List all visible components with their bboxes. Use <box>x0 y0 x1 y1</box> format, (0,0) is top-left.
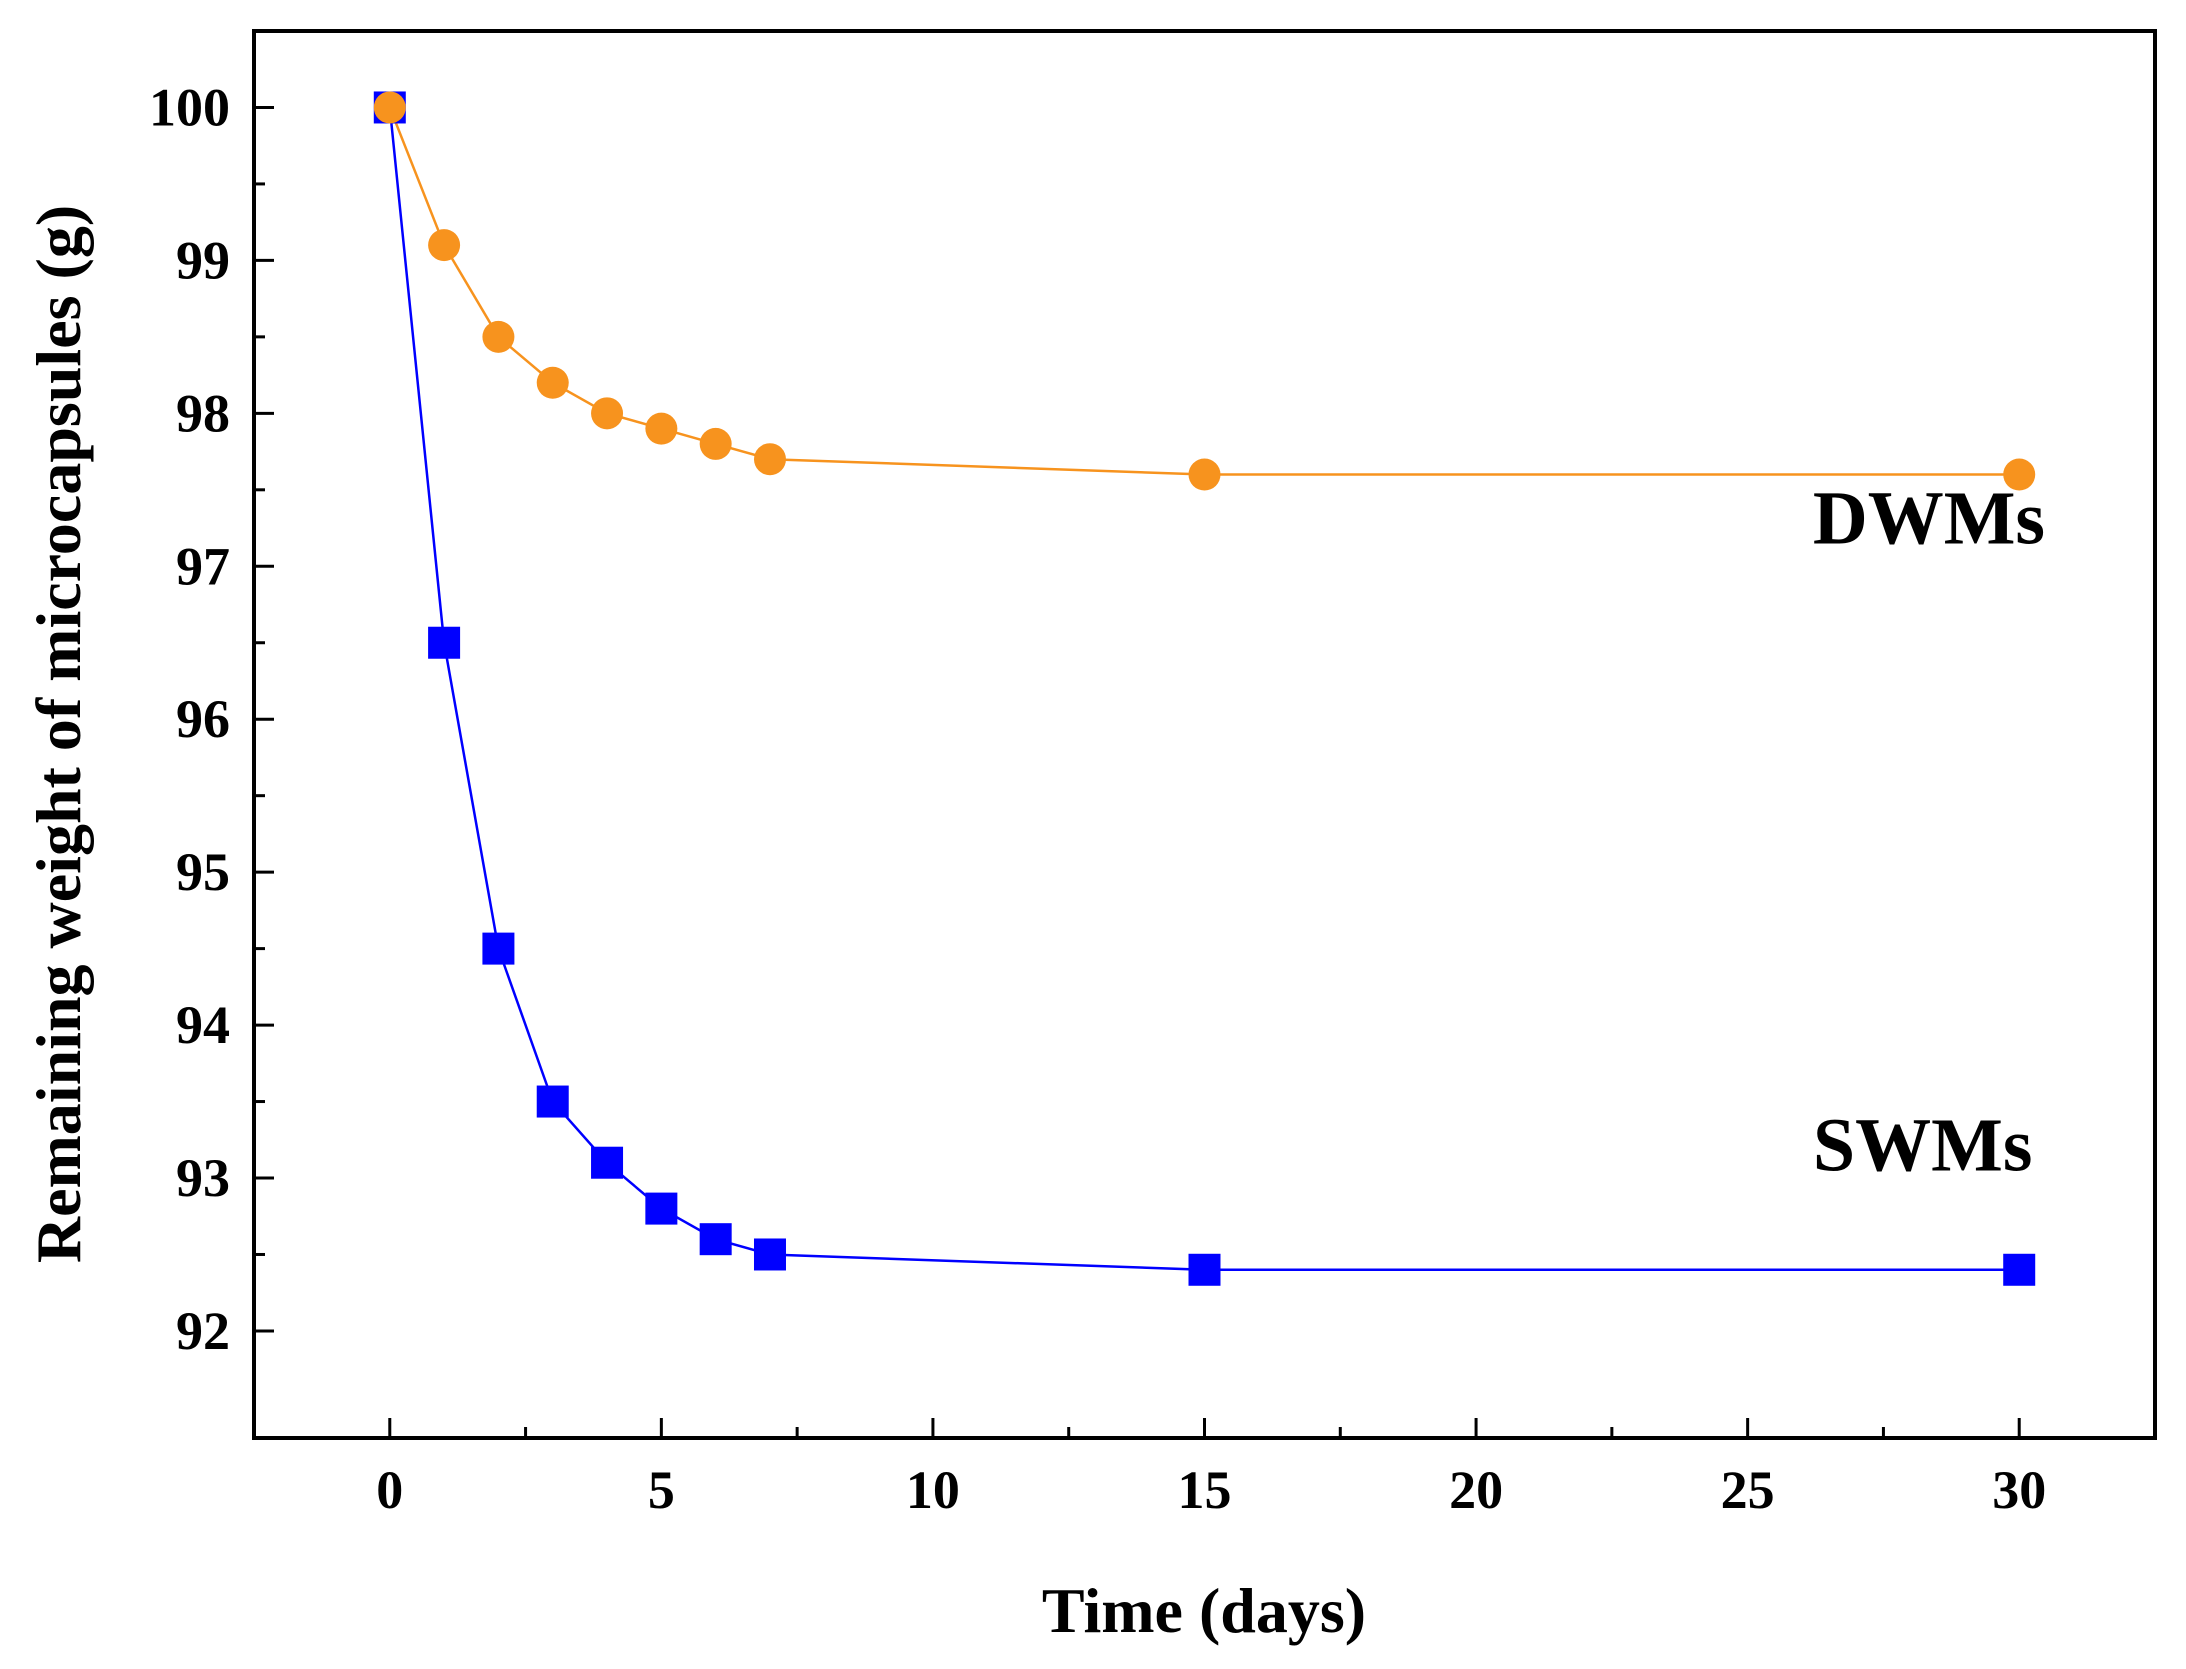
annotation-swms: SWMs <box>1813 1103 2033 1187</box>
y-tick-label: 94 <box>176 995 230 1055</box>
y-tick-label: 100 <box>149 77 230 137</box>
x-tick-labels: 0 5 10 15 20 25 30 <box>376 1460 2046 1520</box>
x-axis-title: Time (days) <box>1042 1575 1366 1646</box>
y-tick-labels: 92 93 94 95 96 97 98 99 100 <box>149 77 230 1360</box>
axis-ticks <box>254 105 2021 1438</box>
y-tick-label: 93 <box>176 1148 230 1208</box>
point-swms <box>753 1238 786 1271</box>
y-tick-label: 97 <box>176 536 230 596</box>
point-swms <box>536 1085 569 1118</box>
x-tick-label: 25 <box>1721 1460 1775 1520</box>
x-tick-label: 10 <box>906 1460 960 1520</box>
point-dwms <box>753 443 786 476</box>
y-tick-label: 95 <box>176 842 230 902</box>
point-swms <box>699 1223 732 1256</box>
point-dwms <box>699 427 732 460</box>
point-dwms <box>2003 458 2036 491</box>
point-dwms <box>591 397 624 430</box>
point-swms <box>591 1146 624 1179</box>
plot-frame <box>252 29 2157 1440</box>
point-swms <box>2003 1253 2036 1286</box>
series-annotations: DWMs SWMs <box>1813 476 2045 1187</box>
series-line-swms <box>388 107 2020 1272</box>
y-tick-label: 98 <box>176 383 230 443</box>
x-tick-label: 0 <box>376 1460 403 1520</box>
point-dwms <box>482 320 515 353</box>
annotation-dwms: DWMs <box>1813 476 2045 560</box>
point-dwms <box>645 412 678 445</box>
y-tick-label: 99 <box>176 230 230 290</box>
y-tick-label: 92 <box>176 1301 230 1361</box>
point-dwms <box>373 91 406 124</box>
point-dwms <box>536 366 569 399</box>
x-tick-label: 15 <box>1178 1460 1232 1520</box>
series-line-dwms <box>388 107 2020 476</box>
point-swms <box>1188 1253 1221 1286</box>
y-axis-title: Remaining weight of microcapsules (g) <box>23 205 94 1263</box>
y-tick-label: 96 <box>176 689 230 749</box>
point-swms <box>482 932 515 965</box>
x-tick-label: 20 <box>1449 1460 1503 1520</box>
series-layer <box>373 91 2036 1286</box>
point-dwms <box>1188 458 1221 491</box>
x-tick-label: 30 <box>1992 1460 2046 1520</box>
x-tick-label: 5 <box>648 1460 675 1520</box>
point-swms <box>645 1192 678 1225</box>
point-swms <box>428 626 461 659</box>
point-dwms <box>428 229 461 262</box>
